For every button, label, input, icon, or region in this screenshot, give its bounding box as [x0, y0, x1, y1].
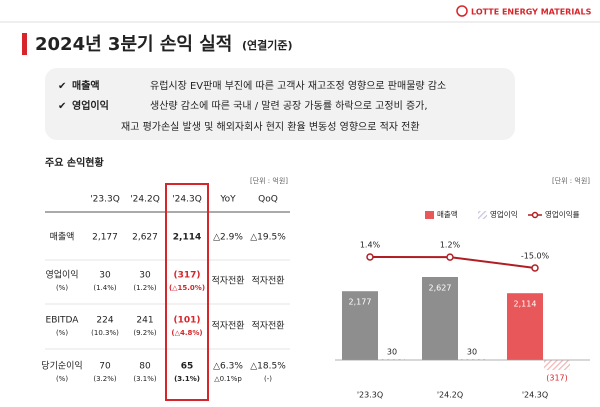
check: ✔: [58, 81, 66, 92]
cell: 2,114: [173, 233, 201, 243]
value-label: 1.4%: [360, 241, 381, 250]
value-label: (317): [546, 374, 568, 383]
summary-box: [45, 68, 515, 140]
bar: [507, 293, 543, 360]
content: ✔ 매출액 유럽시장 EV판매 부진에 따른 고객사 재고조정 영향으로 판매물량 …: [41, 79, 590, 401]
row-label: EBITDA: [46, 316, 80, 326]
cell: (△4.8%): [171, 329, 202, 337]
legend-swatch: [425, 211, 434, 219]
row-label: 영업이익: [45, 269, 78, 281]
bar: [544, 360, 570, 371]
legend-label: 영업이익: [490, 209, 518, 219]
cell: (317): [173, 271, 200, 281]
column-header: '24.2Q: [130, 195, 160, 205]
point: [531, 264, 539, 272]
value-label: 30: [467, 348, 477, 357]
cell: 80: [139, 362, 151, 372]
bullet-text: 생산량 감소에 따른 국내 / 말련 공장 가동률 하락으로 고정비 증가,: [150, 99, 428, 112]
cell: (△15.0%): [169, 284, 205, 292]
chart-unit: [단위 : 억원]: [552, 176, 590, 185]
cell: △2.9%: [213, 233, 243, 243]
row-label: 당기순이익: [41, 360, 82, 372]
cell: 적자전환: [211, 320, 244, 332]
bullet-text: 유럽시장 EV판매 부진에 따른 고객사 재고조정 영향으로 판매물량 감소: [150, 80, 446, 92]
table-unit: [단위 : 억원]: [250, 176, 288, 185]
cell: (1.2%): [133, 284, 157, 292]
subtitle: (연결기준): [242, 38, 293, 52]
cell: (9.2%): [133, 329, 157, 337]
value-label: 2,114: [514, 300, 537, 309]
cell: 224: [96, 316, 113, 326]
value-label: 2,177: [349, 298, 372, 307]
cell: 70: [99, 362, 111, 372]
cell: △18.5%: [250, 362, 286, 372]
legend-swatch: [531, 211, 539, 219]
row-label: (%): [56, 329, 68, 337]
cell: (10.3%): [91, 329, 119, 337]
cell: 2,627: [132, 233, 158, 243]
column-header: QoQ: [258, 195, 278, 205]
bar: [422, 277, 458, 360]
cell: △0.1%p: [214, 375, 242, 383]
logo: LOTTE ENERGY MATERIALS: [471, 8, 592, 17]
cell: (3.1%): [174, 375, 200, 383]
value-label: 30: [387, 348, 397, 357]
column-header: YoY: [219, 195, 236, 205]
bullet-text: 재고 평가손실 발생 및 해외자회사 현지 환율 변동성 영향으로 적자 전환: [121, 120, 420, 133]
value-label: -15.0%: [521, 252, 550, 261]
cell: 65: [181, 362, 194, 372]
cell: 241: [136, 316, 153, 326]
check: ✔: [58, 101, 66, 112]
cell: 적자전환: [251, 320, 284, 332]
cell: (3.2%): [93, 375, 117, 383]
column-header: '23.3Q: [90, 195, 120, 205]
legend-label: 영업이익률: [545, 209, 580, 219]
bullet-label: 영업이익: [72, 99, 109, 112]
bar: [459, 359, 485, 360]
cell: (1.4%): [93, 284, 117, 292]
cell: 적자전환: [251, 275, 284, 287]
table-title: 주요 손익현황: [45, 156, 104, 169]
column-header: '24.3Q: [172, 195, 202, 205]
x-tick-label: '24.3Q: [522, 391, 548, 400]
title-bar: [22, 33, 27, 55]
highlight-box: [165, 183, 209, 401]
value-label: 1.2%: [440, 241, 461, 250]
legend-swatch: [478, 211, 487, 219]
cell: 30: [139, 271, 151, 281]
row-label: (%): [56, 284, 68, 292]
row-label: 매출액: [50, 231, 75, 243]
point: [366, 253, 374, 261]
logo-mark: [456, 5, 468, 17]
cell: 2,177: [92, 233, 118, 243]
cell: (101): [173, 316, 200, 326]
title: 2024년 3분기 손익 실적: [35, 34, 232, 55]
cell: △6.3%: [213, 362, 243, 372]
bullet-label: 매출액: [72, 79, 100, 92]
row-label: (%): [56, 375, 68, 383]
bar: [379, 359, 405, 360]
cell: △19.5%: [250, 233, 286, 243]
legend-label: 매출액: [437, 209, 458, 219]
value-label: 2,627: [429, 284, 452, 293]
cell: 적자전환: [211, 275, 244, 287]
point: [446, 253, 454, 261]
cell: (-): [264, 375, 272, 383]
x-tick-label: '24.2Q: [437, 391, 463, 400]
bar: [342, 291, 378, 360]
cell: 30: [99, 271, 111, 281]
cell: (3.1%): [133, 375, 157, 383]
x-tick-label: '23.3Q: [357, 391, 383, 400]
